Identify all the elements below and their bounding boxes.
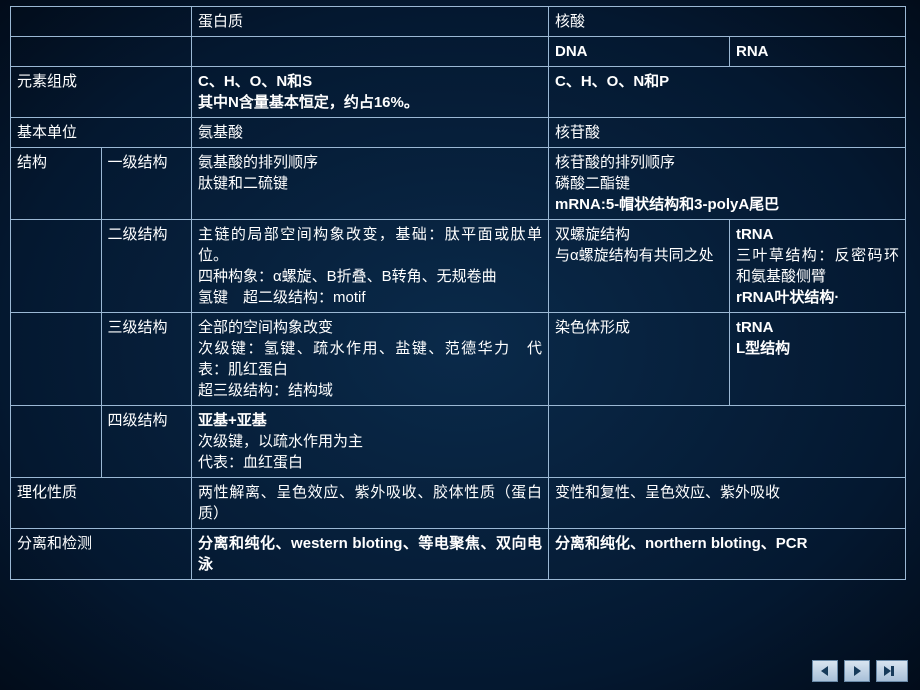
cell-nucleic-header: 核酸 — [548, 7, 905, 37]
cell-lv4-label: 四级结构 — [101, 406, 192, 478]
table-row: 理化性质 两性解离、呈色效应、紫外吸收、胶体性质（蛋白质） 变性和复性、呈色效应… — [11, 478, 906, 529]
cell-element-label: 元素组成 — [11, 67, 192, 118]
next-button[interactable] — [844, 660, 870, 682]
cell-blank — [192, 37, 549, 67]
table-row: 基本单位 氨基酸 核苷酸 — [11, 118, 906, 148]
cell-blank — [11, 220, 102, 313]
text: 四种构象：α螺旋、Β折叠、Β转角、无规卷曲 — [198, 266, 542, 287]
cell-lv1-nucleic: 核苷酸的排列顺序 磷酸二酯键 mRNA:5-帽状结构和3-polyA尾巴 — [548, 148, 905, 220]
cell-unit-label: 基本单位 — [11, 118, 192, 148]
cell-lv2-label: 二级结构 — [101, 220, 192, 313]
prev-icon — [819, 665, 831, 677]
cell-detect-protein: 分离和纯化、western bloting、等电聚焦、双向电泳 — [192, 529, 549, 580]
cell-blank — [11, 406, 102, 478]
cell-rna-header: RNA — [729, 37, 905, 67]
text: rRNA叶状结构· — [736, 287, 899, 308]
text: tRNA — [736, 224, 899, 245]
cell-unit-nucleic: 核苷酸 — [548, 118, 905, 148]
table-row: 三级结构 全部的空间构象改变 次级键：氢键、疏水作用、盐键、范德华力 代表：肌红… — [11, 313, 906, 406]
text: 超三级结构：结构域 — [198, 380, 542, 401]
cell-detect-nucleic: 分离和纯化、northern bloting、PCR — [548, 529, 905, 580]
cell-dna-header: DNA — [548, 37, 729, 67]
cell-lv1-label: 一级结构 — [101, 148, 192, 220]
end-icon — [884, 665, 900, 677]
cell-blank — [11, 7, 192, 37]
cell-lv3-protein: 全部的空间构象改变 次级键：氢键、疏水作用、盐键、范德华力 代表：肌红蛋白 超三… — [192, 313, 549, 406]
cell-protein-header: 蛋白质 — [192, 7, 549, 37]
cell-lv2-dna: 双螺旋结构 与α螺旋结构有共同之处 — [548, 220, 729, 313]
cell-lv3-label: 三级结构 — [101, 313, 192, 406]
text: tRNA — [736, 317, 899, 338]
text: 次级键，以疏水作用为主 — [198, 431, 542, 452]
cell-unit-protein: 氨基酸 — [192, 118, 549, 148]
end-button[interactable] — [876, 660, 908, 682]
text: 次级键：氢键、疏水作用、盐键、范德华力 代表：肌红蛋白 — [198, 338, 542, 380]
cell-phys-protein: 两性解离、呈色效应、紫外吸收、胶体性质（蛋白质） — [192, 478, 549, 529]
text: C、H、O、N和S — [198, 71, 542, 92]
cell-phys-label: 理化性质 — [11, 478, 192, 529]
text: 与α螺旋结构有共同之处 — [555, 245, 723, 266]
table-row: 结构 一级结构 氨基酸的排列顺序 肽键和二硫键 核苷酸的排列顺序 磷酸二酯键 m… — [11, 148, 906, 220]
cell-blank — [11, 313, 102, 406]
comparison-table-wrap: 蛋白质 核酸 DNA RNA 元素组成 C、H、O、N和S 其中N含量基本恒定，… — [10, 6, 906, 580]
table-row: 分离和检测 分离和纯化、western bloting、等电聚焦、双向电泳 分离… — [11, 529, 906, 580]
text: 主链的局部空间构象改变，基础：肽平面或肽单位。 — [198, 224, 542, 266]
text: L型结构 — [736, 338, 899, 359]
cell-element-nucleic: C、H、O、N和P — [548, 67, 905, 118]
next-icon — [851, 665, 863, 677]
text: 氨基酸的排列顺序 — [198, 152, 542, 173]
text: 核苷酸的排列顺序 — [555, 152, 899, 173]
table-row: 二级结构 主链的局部空间构象改变，基础：肽平面或肽单位。 四种构象：α螺旋、Β折… — [11, 220, 906, 313]
table-row: 四级结构 亚基+亚基 次级键，以疏水作用为主 代表：血红蛋白 — [11, 406, 906, 478]
prev-button[interactable] — [812, 660, 838, 682]
text: 磷酸二酯键 — [555, 173, 899, 194]
cell-element-protein: C、H、O、N和S 其中N含量基本恒定，约占16%。 — [192, 67, 549, 118]
cell-detect-label: 分离和检测 — [11, 529, 192, 580]
nav-controls — [812, 660, 908, 682]
text: 三叶草结构：反密码环和氨基酸侧臂 — [736, 245, 899, 287]
text: 双螺旋结构 — [555, 224, 723, 245]
cell-lv4-protein: 亚基+亚基 次级键，以疏水作用为主 代表：血红蛋白 — [192, 406, 549, 478]
table-row: 蛋白质 核酸 — [11, 7, 906, 37]
cell-lv3-rna: tRNA L型结构 — [729, 313, 905, 406]
cell-lv1-protein: 氨基酸的排列顺序 肽键和二硫键 — [192, 148, 549, 220]
text: 亚基+亚基 — [198, 410, 542, 431]
text: 其中N含量基本恒定，约占16%。 — [198, 92, 542, 113]
cell-struct-label: 结构 — [11, 148, 102, 220]
text: 全部的空间构象改变 — [198, 317, 542, 338]
text: 代表：血红蛋白 — [198, 452, 542, 473]
comparison-table: 蛋白质 核酸 DNA RNA 元素组成 C、H、O、N和S 其中N含量基本恒定，… — [10, 6, 906, 580]
cell-lv2-protein: 主链的局部空间构象改变，基础：肽平面或肽单位。 四种构象：α螺旋、Β折叠、Β转角… — [192, 220, 549, 313]
cell-phys-nucleic: 变性和复性、呈色效应、紫外吸收 — [548, 478, 905, 529]
cell-blank — [548, 406, 905, 478]
cell-blank — [11, 37, 192, 67]
text: mRNA:5-帽状结构和3-polyA尾巴 — [555, 194, 899, 215]
table-row: 元素组成 C、H、O、N和S 其中N含量基本恒定，约占16%。 C、H、O、N和… — [11, 67, 906, 118]
table-row: DNA RNA — [11, 37, 906, 67]
text: 氢键 超二级结构：motif — [198, 287, 542, 308]
cell-lv2-rna: tRNA 三叶草结构：反密码环和氨基酸侧臂 rRNA叶状结构· — [729, 220, 905, 313]
cell-lv3-dna: 染色体形成 — [548, 313, 729, 406]
text: 肽键和二硫键 — [198, 173, 542, 194]
